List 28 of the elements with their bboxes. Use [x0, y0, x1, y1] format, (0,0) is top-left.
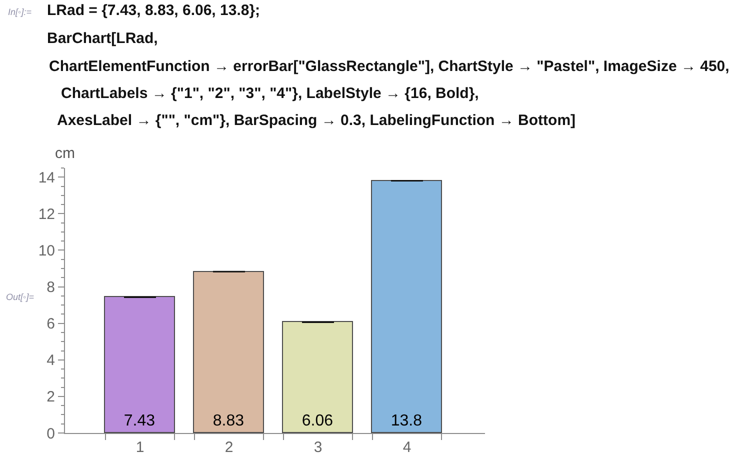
y-tick-label: 8: [46, 279, 55, 296]
y-tick-label: 0: [46, 425, 55, 442]
y-tick-label: 12: [38, 206, 55, 223]
y-tick-label: 2: [46, 388, 55, 406]
text: In[◦]:=: [8, 7, 32, 17]
text: ChartElementFunction → errorBar["GlassRectangle"], ChartStyle → "Pastel", ImageSize → 450,: [49, 58, 730, 75]
text: AxesLabel → {"", "cm"}, BarSpacing → 0.3, LabelingFunction → Bottom]: [57, 112, 576, 129]
text: BarChart[LRad,: [47, 30, 158, 47]
x-tick-label: 1: [136, 439, 144, 456]
x-tick-label: 4: [402, 439, 412, 456]
data-label: 13.8: [390, 412, 422, 430]
x-tick-label: 3: [314, 439, 322, 456]
data-label: 6.06: [302, 412, 334, 430]
y-tick-label: 4: [46, 352, 55, 370]
y-tick-label: 14: [38, 169, 55, 186]
bar: [193, 271, 264, 433]
bar: [282, 321, 353, 433]
bar: [104, 296, 175, 433]
text: ChartLabels → {"1", "2", "3", "4"}, LabelStyle → {16, Bold},: [61, 85, 479, 102]
data-label: 8.83: [212, 412, 244, 430]
y-axis-title: cm: [55, 145, 75, 162]
text: LRad = {7.43, 8.83, 6.06, 13.8};: [47, 2, 260, 19]
x-tick-label: 2: [224, 439, 234, 456]
y-tick-label: 10: [38, 242, 55, 260]
y-tick-label: 6: [46, 316, 55, 333]
text: Out[◦]=: [6, 292, 34, 302]
data-label: 7.43: [124, 412, 156, 430]
bar: [371, 180, 442, 433]
